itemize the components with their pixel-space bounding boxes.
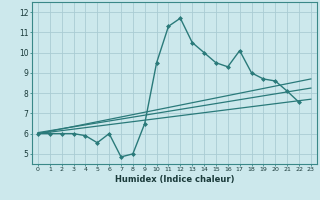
X-axis label: Humidex (Indice chaleur): Humidex (Indice chaleur) [115, 175, 234, 184]
